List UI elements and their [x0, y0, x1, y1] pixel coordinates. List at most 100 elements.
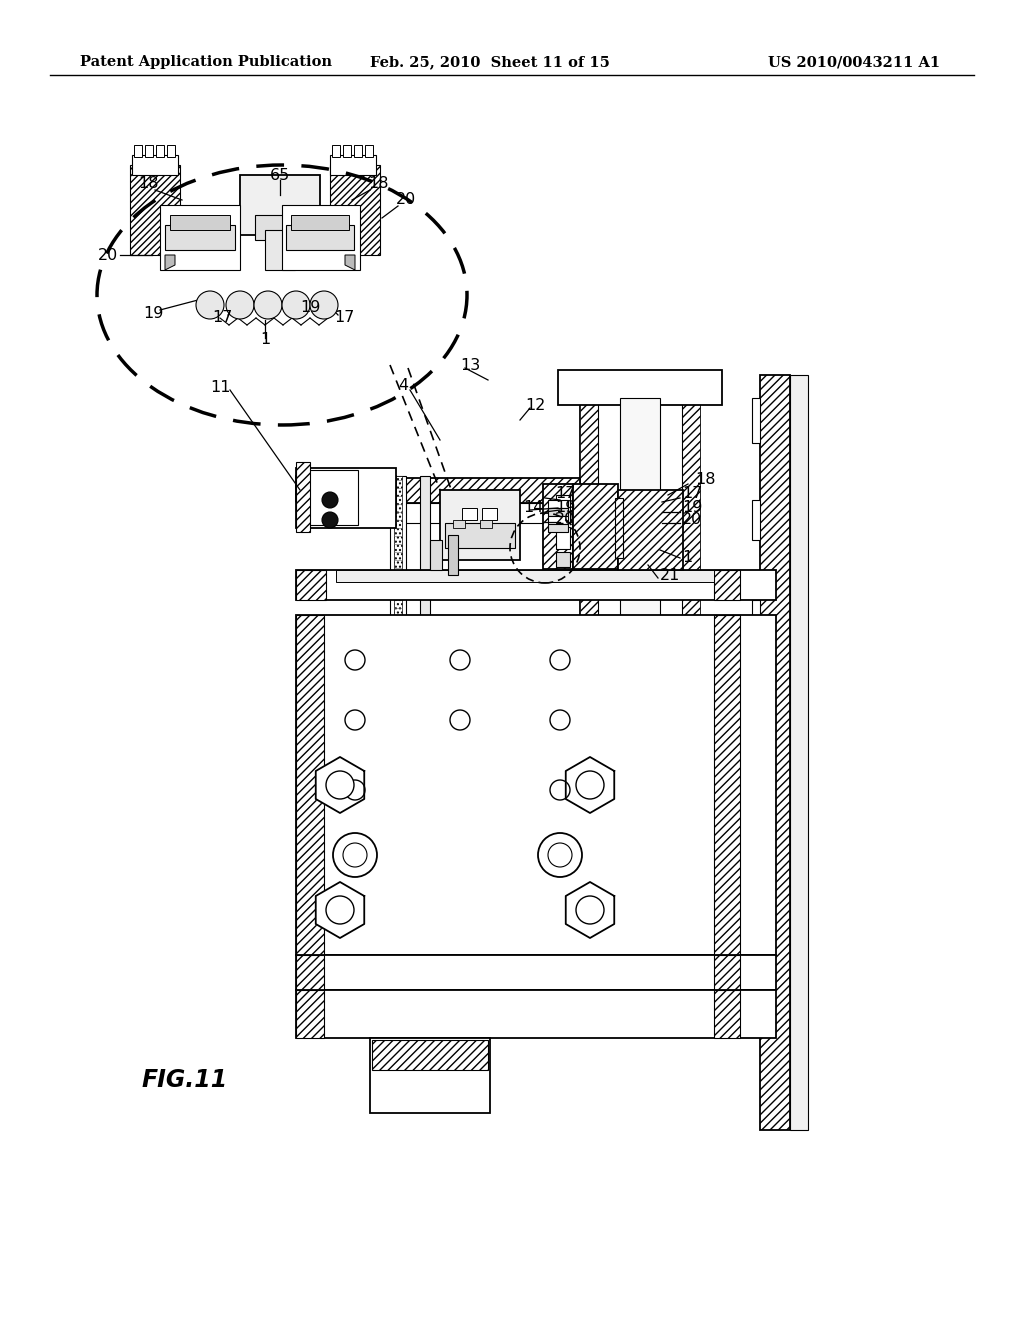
Bar: [170, 215, 230, 230]
Polygon shape: [345, 255, 355, 271]
Bar: [394, 477, 402, 1071]
Bar: [296, 502, 396, 513]
Circle shape: [345, 780, 365, 800]
Bar: [388, 503, 573, 523]
Text: 19: 19: [682, 500, 702, 516]
Text: 1: 1: [260, 333, 270, 347]
Bar: [556, 527, 570, 549]
Bar: [330, 154, 376, 176]
Bar: [296, 615, 324, 954]
Bar: [167, 145, 175, 157]
Bar: [296, 990, 776, 1038]
Bar: [453, 520, 465, 528]
Bar: [240, 176, 319, 235]
Text: 20: 20: [555, 512, 575, 528]
Bar: [296, 469, 396, 528]
Bar: [332, 145, 340, 157]
Circle shape: [282, 290, 310, 319]
Polygon shape: [315, 756, 365, 813]
Circle shape: [343, 843, 367, 867]
Bar: [430, 540, 442, 570]
Text: 14: 14: [523, 499, 543, 515]
Text: US 2010/0043211 A1: US 2010/0043211 A1: [768, 55, 940, 69]
Text: 21: 21: [660, 568, 680, 582]
Circle shape: [575, 896, 604, 924]
Bar: [480, 520, 492, 528]
Bar: [286, 224, 354, 249]
Bar: [296, 570, 326, 601]
Bar: [714, 990, 740, 1038]
Text: 20: 20: [396, 193, 416, 207]
Bar: [618, 490, 683, 570]
Circle shape: [548, 843, 572, 867]
Bar: [752, 500, 760, 540]
Bar: [682, 380, 700, 861]
Text: 11: 11: [210, 380, 230, 396]
Bar: [298, 470, 358, 525]
Bar: [296, 954, 324, 990]
Bar: [380, 478, 580, 503]
Bar: [296, 615, 776, 954]
Bar: [370, 1038, 490, 1113]
Text: 19: 19: [142, 305, 163, 321]
Bar: [790, 375, 808, 1130]
Bar: [558, 370, 722, 405]
Text: 18: 18: [695, 473, 716, 487]
Bar: [420, 477, 430, 1071]
Circle shape: [550, 649, 570, 671]
Bar: [440, 490, 520, 560]
Bar: [160, 205, 240, 271]
Circle shape: [345, 710, 365, 730]
Text: Feb. 25, 2010  Sheet 11 of 15: Feb. 25, 2010 Sheet 11 of 15: [370, 55, 610, 69]
Bar: [752, 700, 760, 750]
Bar: [752, 800, 760, 850]
Bar: [296, 990, 324, 1038]
Text: 17: 17: [555, 486, 575, 500]
Circle shape: [326, 896, 354, 924]
Bar: [354, 145, 362, 157]
Bar: [365, 145, 373, 157]
Polygon shape: [565, 882, 614, 939]
Bar: [580, 380, 700, 861]
Bar: [573, 484, 618, 569]
Bar: [580, 380, 598, 861]
Circle shape: [575, 771, 604, 799]
Bar: [548, 500, 568, 508]
Bar: [296, 570, 776, 601]
Bar: [752, 399, 760, 444]
Bar: [548, 516, 568, 524]
Circle shape: [345, 649, 365, 671]
Text: 20: 20: [682, 512, 702, 528]
Text: 18: 18: [138, 176, 159, 190]
Bar: [145, 145, 153, 157]
Circle shape: [196, 290, 224, 319]
Circle shape: [333, 833, 377, 876]
Polygon shape: [565, 756, 614, 813]
Polygon shape: [315, 882, 365, 939]
Bar: [714, 954, 740, 990]
Circle shape: [254, 290, 282, 319]
Text: 12: 12: [525, 397, 545, 412]
Bar: [255, 215, 305, 240]
Text: 17: 17: [334, 310, 354, 326]
Bar: [449, 535, 458, 576]
Text: 19: 19: [300, 301, 321, 315]
Bar: [132, 154, 178, 176]
Text: Patent Application Publication: Patent Application Publication: [80, 55, 332, 69]
Circle shape: [550, 710, 570, 730]
Bar: [556, 495, 570, 523]
Bar: [330, 165, 380, 255]
Circle shape: [226, 290, 254, 319]
Bar: [130, 165, 180, 255]
Bar: [296, 954, 776, 990]
Bar: [598, 395, 682, 850]
Circle shape: [326, 771, 354, 799]
Circle shape: [450, 649, 470, 671]
Text: 19: 19: [555, 500, 575, 516]
Bar: [296, 462, 310, 532]
Bar: [390, 477, 406, 1071]
Bar: [165, 224, 234, 249]
Text: 1: 1: [682, 549, 692, 565]
Bar: [296, 477, 396, 502]
Bar: [372, 1040, 488, 1071]
